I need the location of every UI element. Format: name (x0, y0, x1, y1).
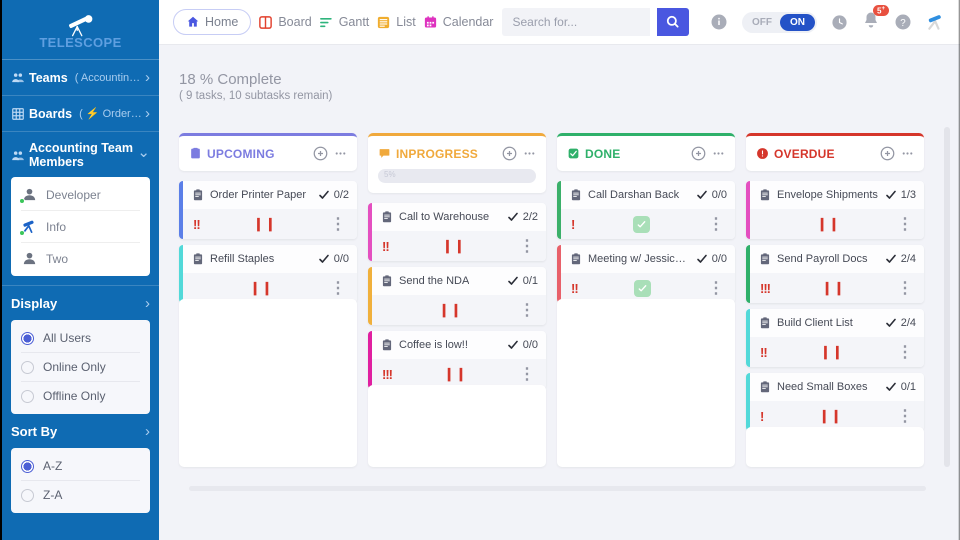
svg-text:?: ? (900, 18, 906, 29)
